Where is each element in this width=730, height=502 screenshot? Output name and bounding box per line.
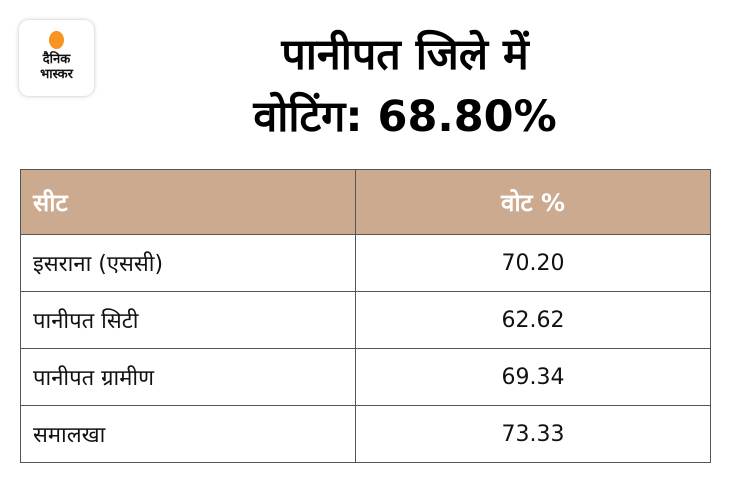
cell-vote: 73.33 — [355, 405, 711, 463]
page-title: पानीपत जिले में वोटिंग: 68.80% — [150, 24, 660, 148]
dainik-bhaskar-logo: दैनिक भास्कर — [19, 20, 94, 96]
table-row: पानीपत सिटी 62.62 — [20, 291, 711, 349]
column-header-seat: सीट — [20, 169, 356, 235]
title-line1: पानीपत जिले में — [281, 30, 529, 80]
cell-seat: पानीपत ग्रामीण — [20, 348, 356, 406]
logo-line1: दैनिक — [42, 52, 71, 67]
cell-vote: 70.20 — [355, 234, 711, 292]
table-header: सीट वोट % — [20, 169, 711, 235]
cell-vote: 69.34 — [355, 348, 711, 406]
column-header-vote: वोट % — [355, 169, 711, 235]
cell-vote: 62.62 — [355, 291, 711, 349]
table-row: पानीपत ग्रामीण 69.34 — [20, 348, 711, 406]
vote-table: सीट वोट % इसराना (एससी) 70.20 पानीपत सिटी 6… — [20, 169, 711, 463]
table-row: इसराना (एससी) 70.20 — [20, 234, 711, 292]
table-row: समालखा 73.33 — [20, 405, 711, 463]
logo-line2: भास्कर — [40, 67, 73, 82]
sun-icon — [49, 31, 64, 49]
title-line2: वोटिंग: 68.80% — [253, 92, 557, 142]
cell-seat: इसराना (एससी) — [20, 234, 356, 292]
cell-seat: पानीपत सिटी — [20, 291, 356, 349]
cell-seat: समालखा — [20, 405, 356, 463]
